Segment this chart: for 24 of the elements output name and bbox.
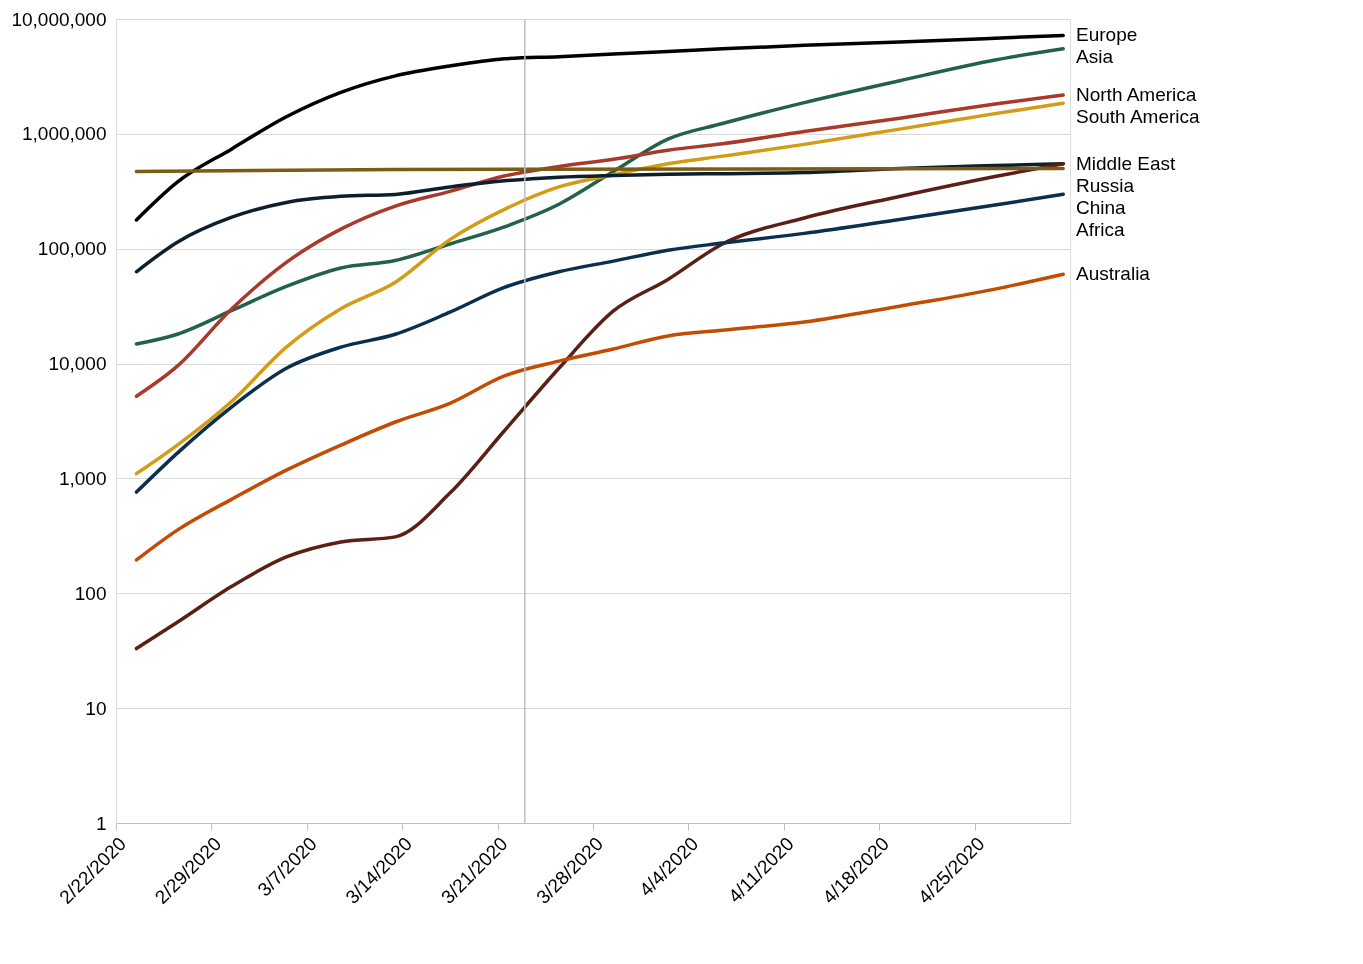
series-label: Asia [1076, 46, 1114, 68]
series-label: South America [1076, 105, 1200, 127]
y-tick-label: 100,000 [37, 238, 107, 260]
series-label: North America [1076, 83, 1197, 105]
series-label: China [1076, 196, 1127, 218]
series-label: Middle East [1076, 152, 1176, 174]
line-series [134, 192, 1065, 494]
line-series [134, 272, 1065, 562]
line-series [134, 47, 1065, 346]
y-tick-label: 100 [74, 582, 107, 604]
y-tick-label: 10,000,000 [11, 8, 107, 30]
series-label: Europe [1076, 24, 1138, 46]
y-tick-label: 10,000 [48, 353, 107, 375]
y-tick-label: 10 [85, 697, 107, 719]
line-series [134, 33, 1065, 222]
series-label: Africa [1076, 218, 1125, 240]
y-tick-label: 1 [95, 812, 107, 834]
y-tick-label: 1,000,000 [21, 123, 107, 145]
line-series [134, 93, 1065, 398]
line-series [134, 101, 1065, 476]
series-label: Russia [1076, 174, 1135, 196]
y-tick-label: 1,000 [58, 467, 107, 489]
line-series [134, 161, 1065, 651]
series-label: Australia [1076, 263, 1151, 285]
